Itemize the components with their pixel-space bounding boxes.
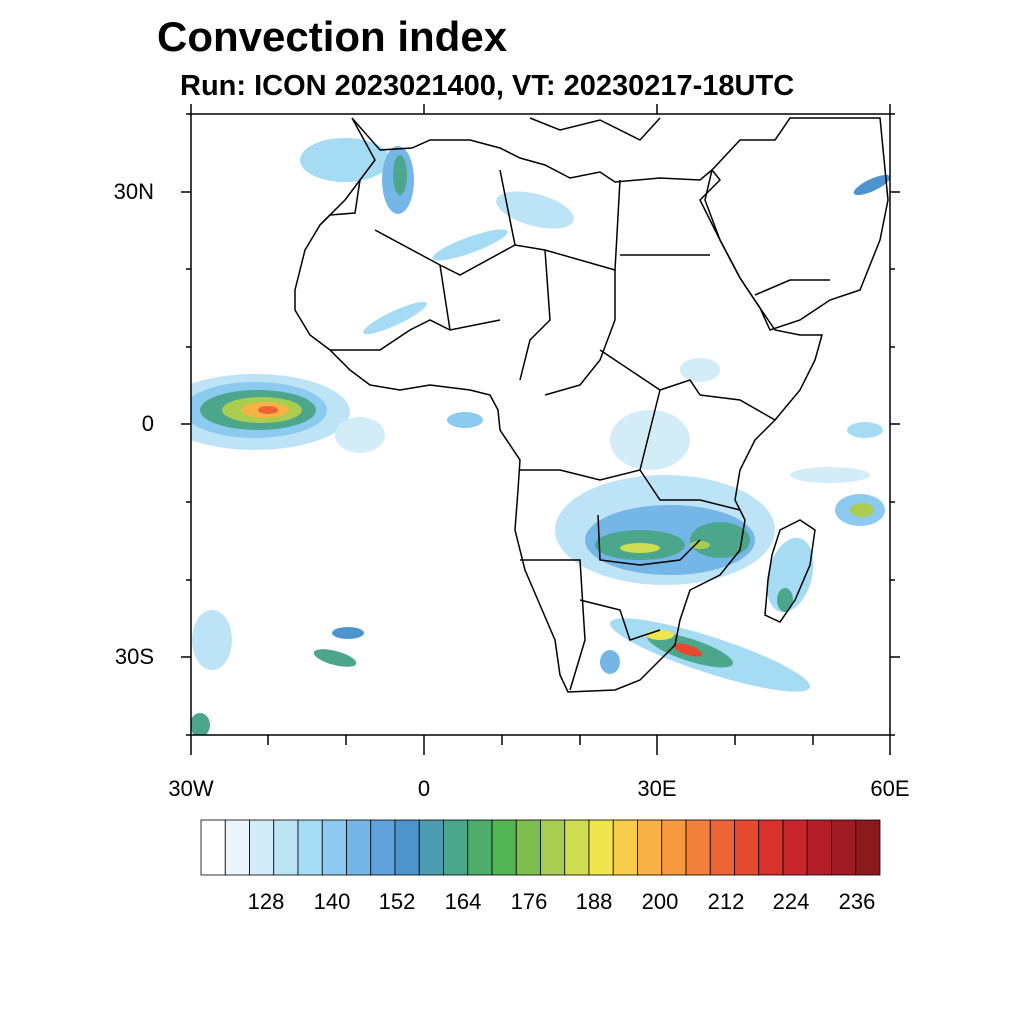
colorbar-swatch [491,819,517,876]
lat-label-30s: 30S [114,644,154,669]
colorbar-label: 164 [444,889,482,914]
convection-field [191,138,890,735]
colorbar-swatch [637,819,663,876]
colorbar-label: 152 [378,889,416,914]
colorbar-swatch [661,819,687,876]
colorbar-swatch [443,819,469,876]
colorbar-swatch [249,819,275,876]
colorbar-label: 128 [247,889,285,914]
colorbar-swatch [855,819,881,876]
colorbar-swatch [806,819,832,876]
colorbar-swatch [758,819,784,876]
colorbar-swatch [588,819,614,876]
colorbar-swatch [321,819,347,876]
colorbar-swatch [297,819,323,876]
africa-coastline [294,117,823,693]
convection-area [300,138,390,182]
europe-coastline [529,117,661,141]
colorbar-swatch [564,819,590,876]
colorbar-label: 200 [641,889,679,914]
colorbar-swatch [612,819,638,876]
colorbar-swatch [394,819,420,876]
colorbar-swatch [831,819,857,876]
coastlines [294,117,889,693]
colorbar-label: 176 [510,889,548,914]
convection-area [610,410,690,470]
madagascar-coastline [764,519,816,623]
colorbar-swatch [418,819,444,876]
lon-label-60e: 60E [870,776,910,801]
colorbar-swatch [346,819,372,876]
colorbar-label: 236 [838,889,876,914]
colorbar-label: 140 [313,889,351,914]
map-title: Convection index [157,13,508,60]
colorbar-swatch [200,819,226,876]
lon-label-30e: 30E [637,776,677,801]
lat-label-30n: 30N [113,179,154,204]
lon-label-0: 0 [417,776,431,801]
colorbar-swatch [709,819,735,876]
colorbar-label: 212 [707,889,745,914]
colorbar-swatch [467,819,493,876]
colorbar-swatch [515,819,541,876]
map-ticks [181,104,900,755]
colorbar-swatch [782,819,808,876]
colorbar-swatch [273,819,299,876]
colorbar [200,819,881,876]
lon-label-30w: 30W [168,776,214,801]
colorbar-swatch [734,819,760,876]
colorbar-swatch [224,819,250,876]
colorbar-swatch [685,819,711,876]
colorbar-label: 188 [575,889,613,914]
colorbar-swatch [370,819,396,876]
colorbar-label: 224 [772,889,810,914]
lat-label-0: 0 [141,411,154,436]
map-subtitle: Run: ICON 2023021400, VT: 20230217-18UTC [180,70,795,102]
arabia-coastline [704,117,889,331]
colorbar-swatch [540,819,566,876]
